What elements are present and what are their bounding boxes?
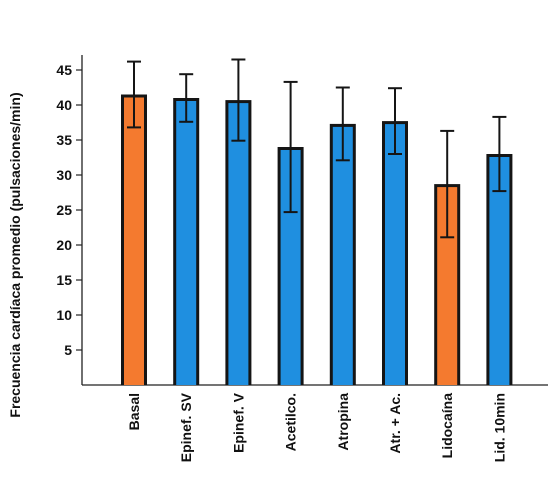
x-category-label: Acetilco.: [283, 393, 299, 451]
y-tick-label: 30: [56, 167, 72, 183]
x-category-label: Basal: [126, 393, 142, 430]
bar-group: [329, 86, 356, 386]
bar-group: [434, 129, 461, 385]
y-tick-label: 40: [56, 97, 72, 113]
x-category-label: Epinef. V: [230, 392, 246, 453]
y-axis-ticks: 5 10 15 20 25 30 35 40 45: [56, 62, 82, 358]
y-tick-label: 20: [56, 237, 72, 253]
bar: [228, 103, 249, 385]
y-tick-label: 15: [56, 272, 72, 288]
x-category-label: Atr. + Ac.: [387, 393, 403, 454]
bar: [332, 126, 353, 386]
bar: [124, 97, 144, 385]
bar-group: [173, 73, 200, 385]
bar: [385, 124, 405, 385]
bar-group: [277, 80, 304, 385]
bar-group: [225, 58, 252, 385]
x-category-label: Epinef. SV: [178, 392, 194, 462]
y-tick-label: 35: [56, 132, 72, 148]
x-axis-labels: Basal Epinef. SV Epinef. V Acetilco. Atropin…: [126, 392, 507, 462]
bar-group: [382, 87, 408, 385]
bar: [176, 101, 197, 385]
x-category-label: Atropina: [335, 393, 351, 451]
chart-bars: [121, 58, 513, 386]
x-category-label: Lid. 10min: [491, 393, 507, 462]
chart-axes: [81, 55, 548, 386]
bar: [280, 150, 301, 385]
y-tick-label: 25: [56, 202, 72, 218]
y-axis-title: Frecuencia cardíaca promedio (pulsacione…: [7, 92, 23, 417]
bar-group: [121, 60, 147, 385]
y-tick-label: 10: [56, 307, 72, 323]
y-tick-label: 5: [64, 342, 72, 358]
x-category-label: Lidocaína: [439, 393, 455, 459]
bar-group: [486, 115, 513, 385]
bar: [489, 157, 510, 385]
y-tick-label: 45: [56, 62, 72, 78]
